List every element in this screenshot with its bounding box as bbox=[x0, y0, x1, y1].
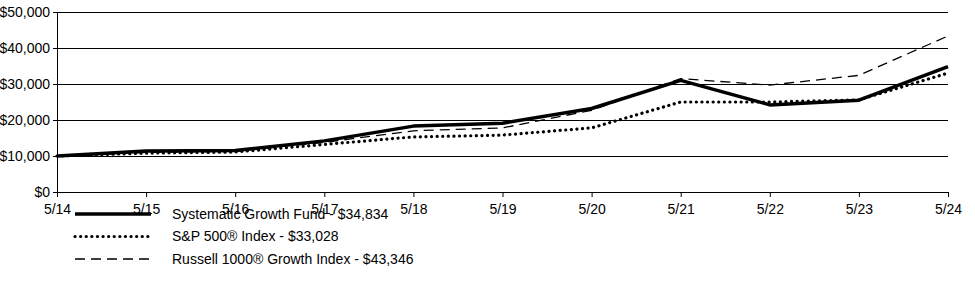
x-tick-mark bbox=[948, 192, 949, 197]
x-tick: 5/21 bbox=[668, 192, 695, 217]
y-tick-label: $10,000 bbox=[0, 148, 50, 164]
x-tick: 5/24 bbox=[935, 192, 962, 217]
y-tick: $40,000 bbox=[0, 40, 57, 56]
y-tick: $10,000 bbox=[0, 148, 57, 164]
legend: Systematic Growth Fund - $34,834 S&P 500®… bbox=[75, 206, 414, 267]
x-tick-label: 5/23 bbox=[846, 201, 873, 217]
y-tick-label: $30,000 bbox=[0, 76, 50, 92]
x-tick: 5/14 bbox=[44, 192, 71, 217]
y-tick-mark bbox=[53, 48, 57, 49]
legend-item: Russell 1000® Growth Index - $43,346 bbox=[75, 251, 414, 267]
grid-line bbox=[57, 120, 948, 121]
legend-label: Russell 1000® Growth Index - $43,346 bbox=[172, 251, 414, 267]
y-tick-label: $40,000 bbox=[0, 40, 50, 56]
legend-label: Systematic Growth Fund - $34,834 bbox=[172, 206, 389, 222]
series-line bbox=[57, 73, 948, 156]
plot: $0 $10,000 $20,000 $30,000 $40,000 $50,000 5/1… bbox=[0, 4, 962, 217]
x-tick-label: 5/24 bbox=[935, 201, 962, 217]
x-tick-label: 5/19 bbox=[489, 201, 516, 217]
y-tick: $0 bbox=[34, 184, 57, 200]
x-tick-label: 5/18 bbox=[400, 201, 427, 217]
y-tick-mark bbox=[53, 120, 57, 121]
y-tick: $50,000 bbox=[0, 4, 57, 20]
y-tick-label: $50,000 bbox=[0, 4, 50, 20]
y-tick-mark bbox=[53, 192, 57, 193]
x-tick-mark bbox=[859, 192, 860, 197]
grid-line bbox=[57, 12, 948, 13]
x-tick: 5/20 bbox=[578, 192, 605, 217]
x-tick-mark bbox=[592, 192, 593, 197]
legend-swatch bbox=[75, 258, 151, 259]
y-tick: $30,000 bbox=[0, 76, 57, 92]
x-tick-label: 5/21 bbox=[668, 201, 695, 217]
y-tick-label: $0 bbox=[34, 184, 50, 200]
x-tick-mark bbox=[503, 192, 504, 197]
legend-swatch bbox=[75, 235, 151, 238]
x-tick-mark bbox=[324, 192, 325, 197]
y-axis-line bbox=[57, 13, 58, 193]
series-line bbox=[57, 36, 948, 156]
y-tick-label: $20,000 bbox=[0, 112, 50, 128]
lines bbox=[57, 36, 948, 156]
x-tick-mark bbox=[57, 192, 58, 197]
grid-line bbox=[57, 156, 948, 157]
series-line bbox=[57, 67, 948, 156]
legend-swatch bbox=[75, 212, 151, 216]
grid bbox=[57, 12, 948, 192]
x-tick-label: 5/22 bbox=[757, 201, 784, 217]
legend-item: Systematic Growth Fund - $34,834 bbox=[75, 206, 389, 222]
legend-label: S&P 500® Index - $33,028 bbox=[172, 228, 339, 244]
x-tick-label: 5/14 bbox=[44, 201, 71, 217]
x-tick-mark bbox=[681, 192, 682, 197]
x-tick: 5/23 bbox=[846, 192, 873, 217]
x-tick-mark bbox=[770, 192, 771, 197]
grid-line bbox=[57, 48, 948, 49]
chart: $0 $10,000 $20,000 $30,000 $40,000 $50,000 5/1… bbox=[0, 0, 975, 304]
x-tick: 5/18 bbox=[400, 192, 427, 217]
y-tick: $20,000 bbox=[0, 112, 57, 128]
x-tick: 5/22 bbox=[757, 192, 784, 217]
y-axis: $0 $10,000 $20,000 $30,000 $40,000 $50,000 bbox=[0, 4, 58, 200]
y-tick-mark bbox=[53, 84, 57, 85]
x-tick-mark bbox=[235, 192, 236, 197]
x-tick-mark bbox=[146, 192, 147, 197]
grid-line bbox=[57, 84, 948, 85]
x-tick-mark bbox=[413, 192, 414, 197]
x-tick-label: 5/20 bbox=[578, 201, 605, 217]
legend-item: S&P 500® Index - $33,028 bbox=[75, 228, 339, 244]
x-tick: 5/19 bbox=[489, 192, 516, 217]
y-tick-mark bbox=[53, 12, 57, 13]
